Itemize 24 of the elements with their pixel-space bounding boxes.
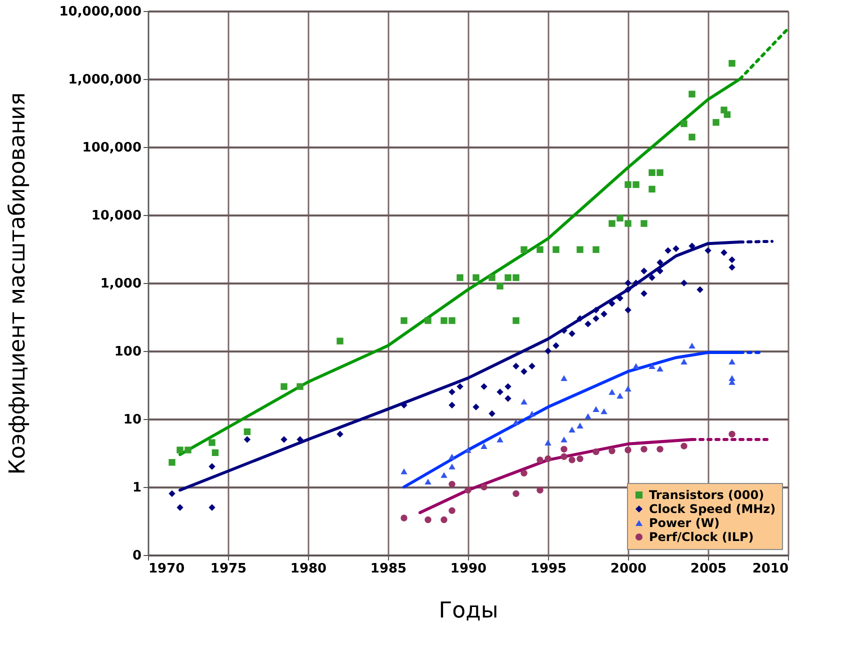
y-tick-label: 1 xyxy=(132,480,142,496)
x-tick-label: 1995 xyxy=(530,562,567,576)
legend-label: Clock Speed (MHz) xyxy=(649,502,776,516)
x-tick-label: 2010 xyxy=(752,562,788,576)
x-axis-title: Годы xyxy=(438,598,498,624)
y-tick-label: 1,000 xyxy=(100,276,142,292)
x-tick-label: 1990 xyxy=(450,562,487,576)
x-tick-label: 2000 xyxy=(610,562,647,576)
y-tick-label: 1,000,000 xyxy=(68,72,142,88)
x-tick-label: 1975 xyxy=(210,562,247,576)
legend-label: Transistors (000) xyxy=(649,488,764,502)
legend-label: Power (W) xyxy=(649,516,720,530)
x-tick-label: 1985 xyxy=(370,562,407,576)
y-tick-label: 10 xyxy=(123,412,142,428)
y-tick-label: 100 xyxy=(114,344,142,360)
legend-label: Perf/Clock (ILP) xyxy=(649,530,754,544)
x-tick-label: 2005 xyxy=(690,562,727,576)
y-axis-title: Коэффициент масштабирования xyxy=(5,92,30,475)
y-tick-label: 100,000 xyxy=(82,140,142,156)
x-tick-label: 1970 xyxy=(148,562,185,576)
y-tick-label: 10,000 xyxy=(91,208,142,224)
y-tick-label: 0 xyxy=(132,548,142,564)
x-tick-label: 1980 xyxy=(290,562,327,576)
y-tick-label: 10,000,000 xyxy=(59,4,142,20)
